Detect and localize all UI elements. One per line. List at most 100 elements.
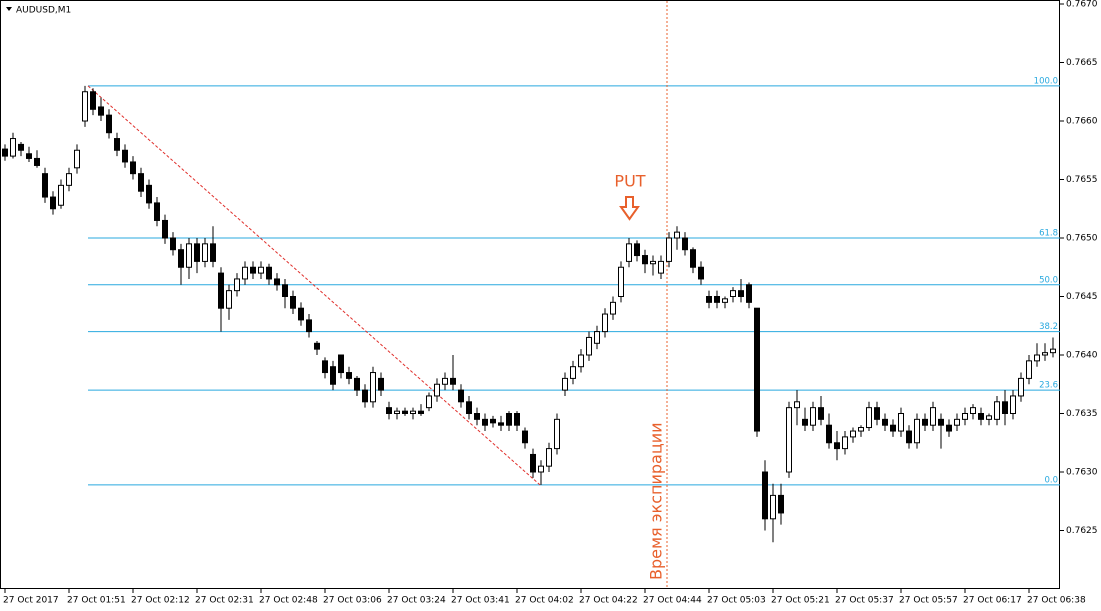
candle-body — [346, 372, 352, 379]
candle-body — [218, 272, 224, 309]
candle-body — [162, 219, 168, 239]
candle-body — [458, 389, 464, 403]
y-tick-label: 0.7625 — [1066, 526, 1098, 536]
y-tick-label: 0.7665 — [1066, 58, 1098, 68]
candle-body — [290, 296, 296, 309]
signal-label: PUT — [614, 172, 645, 191]
x-tick-label: 27 Oct 03:06 — [323, 596, 382, 606]
x-tick-label: 27 Oct 01:51 — [67, 596, 126, 606]
candle-body — [298, 307, 304, 321]
candle-body — [946, 424, 952, 432]
candle-body — [618, 266, 624, 297]
candle-body — [82, 91, 88, 122]
candle-body — [178, 249, 184, 268]
candle-body — [610, 301, 616, 315]
candle-body — [354, 377, 360, 391]
candle-body — [882, 418, 888, 426]
candle-body — [834, 442, 840, 450]
candle-body — [922, 418, 928, 426]
candle-body — [570, 366, 576, 379]
candle-body — [306, 319, 312, 333]
fib-label: 50.0 — [1039, 275, 1058, 285]
candle-body — [442, 377, 448, 385]
candle-body — [266, 266, 272, 280]
x-tick-label: 27 Oct 02:31 — [195, 596, 254, 606]
candle-body — [674, 231, 680, 239]
candle-body — [514, 413, 520, 426]
expiry-label: Время экспирации — [647, 422, 666, 580]
candle-body — [858, 427, 864, 432]
candle-body — [986, 415, 992, 420]
candle-body — [410, 410, 416, 415]
candle-body — [1034, 354, 1040, 362]
candle-body — [26, 153, 32, 159]
chart-title: AUDUSD,M1 — [16, 6, 71, 16]
candle-body — [138, 173, 144, 192]
candle-body — [402, 410, 408, 415]
candle-body — [10, 138, 16, 157]
x-tick-label: 27 Oct 04:02 — [515, 596, 574, 606]
candle-body — [970, 407, 976, 414]
candle-body — [450, 377, 456, 385]
candle-body — [482, 418, 488, 426]
candle-body — [778, 494, 784, 514]
candle-body — [906, 430, 912, 444]
candle-body — [98, 106, 104, 116]
candle-body — [682, 237, 688, 251]
candle-body — [874, 407, 880, 420]
x-tick-label: 27 Oct 03:24 — [387, 596, 446, 606]
candle-body — [770, 494, 776, 520]
candle-body — [122, 149, 128, 163]
candle-body — [2, 148, 8, 157]
menu-triangle — [6, 7, 12, 11]
candle-body — [554, 418, 560, 450]
x-tick-label: 27 Oct 06:17 — [963, 596, 1022, 606]
candle-body — [1050, 348, 1056, 354]
candle-body — [738, 290, 744, 297]
candle-body — [202, 243, 208, 262]
y-tick-label: 0.7635 — [1066, 409, 1098, 419]
candle-body — [698, 266, 704, 280]
x-tick-label: 27 Oct 02:48 — [259, 596, 318, 606]
candle-body — [234, 278, 240, 292]
fib-label: 100.0 — [1034, 76, 1058, 86]
candle-body — [1042, 352, 1048, 356]
candle-body — [274, 278, 280, 286]
candle-body — [210, 243, 216, 262]
candle-body — [498, 422, 504, 426]
candle-body — [818, 407, 824, 420]
candle-body — [602, 313, 608, 333]
candle-body — [722, 298, 728, 303]
candle-body — [826, 424, 832, 444]
candle-body — [706, 296, 712, 303]
candle-body — [338, 354, 344, 374]
candle-body — [522, 430, 528, 444]
candle-body — [322, 360, 328, 374]
candle-body — [962, 413, 968, 420]
candle-body — [866, 407, 872, 429]
candle-body — [594, 331, 600, 344]
candle-body — [314, 342, 320, 350]
y-tick-label: 0.7645 — [1066, 292, 1098, 302]
candle-body — [1002, 401, 1008, 414]
candle-body — [754, 307, 760, 432]
candle-body — [1026, 360, 1032, 379]
candle-body — [466, 401, 472, 414]
candle-body — [1018, 377, 1024, 397]
candle-body — [418, 410, 424, 415]
fib-label: 38.2 — [1039, 322, 1058, 332]
candle-body — [794, 401, 800, 409]
trend-line — [87, 85, 541, 486]
x-tick-label: 27 Oct 06:38 — [1027, 596, 1086, 606]
x-tick-label: 27 Oct 05:57 — [899, 596, 958, 606]
candle-body — [74, 149, 80, 169]
candle-body — [226, 290, 232, 309]
candle-body — [50, 196, 56, 210]
fib-label: 23.6 — [1039, 381, 1058, 391]
candle-body — [810, 407, 816, 426]
candle-body — [786, 407, 792, 473]
y-tick-label: 0.7660 — [1066, 117, 1098, 127]
candle-body — [642, 255, 648, 265]
candle-body — [586, 336, 592, 356]
